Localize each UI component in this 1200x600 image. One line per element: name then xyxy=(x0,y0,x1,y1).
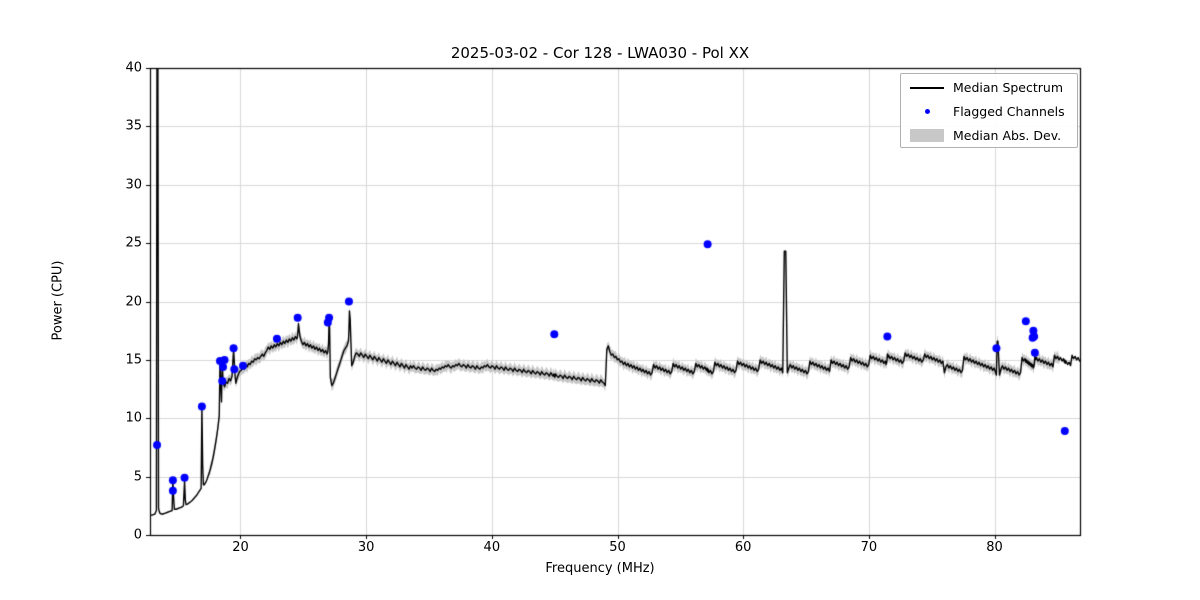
dot-marker-icon xyxy=(901,99,953,124)
legend-label: Median Spectrum xyxy=(953,80,1064,95)
legend-item-median-abs-dev: Median Abs. Dev. xyxy=(901,123,1079,148)
legend-label: Flagged Channels xyxy=(953,104,1065,119)
legend: Median Spectrum Flagged Channels Median … xyxy=(900,73,1078,148)
legend-label: Median Abs. Dev. xyxy=(953,128,1062,143)
legend-item-flagged-channels: Flagged Channels xyxy=(901,99,1079,124)
band-swatch-icon xyxy=(901,123,953,148)
line-swatch-icon xyxy=(901,75,953,100)
legend-item-median-spectrum: Median Spectrum xyxy=(901,75,1079,100)
